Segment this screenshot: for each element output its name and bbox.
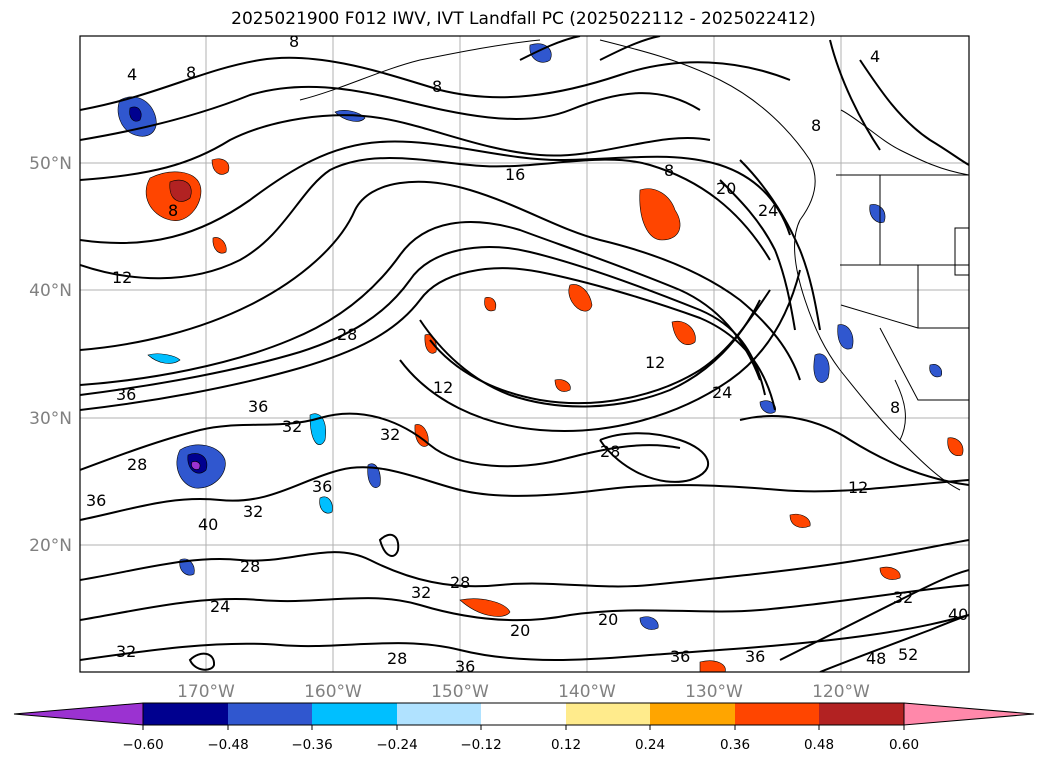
contour-label: 8 — [289, 32, 299, 51]
contour-label: 24 — [758, 201, 778, 220]
graticule — [80, 36, 969, 672]
anomaly-patches — [117, 43, 964, 672]
contour-label: 36 — [86, 491, 106, 510]
contour-label: 12 — [848, 478, 868, 497]
latitude-labels: 50°N 40°N 30°N 20°N — [29, 154, 72, 556]
contour-label: 32 — [116, 642, 136, 661]
contour-label: 8 — [664, 161, 674, 180]
contour-label: 16 — [505, 165, 525, 184]
contour-label: 32 — [893, 588, 913, 607]
contour-label: 28 — [240, 557, 260, 576]
colorbar-tick-labels: −0.60 −0.48 −0.36 −0.24 −0.12 0.12 0.24 … — [122, 737, 919, 753]
lat-label: 50°N — [29, 154, 72, 174]
lon-label: 150°W — [431, 682, 489, 702]
colorbar-segment — [143, 703, 229, 725]
contour-label: 12 — [433, 378, 453, 397]
contour-label: 12 — [645, 353, 665, 372]
contour-label: 36 — [455, 657, 475, 676]
contour-label: 8 — [432, 77, 442, 96]
colorbar-extend-low — [13, 702, 144, 726]
contour-label: 40 — [948, 605, 968, 624]
contour-label: 28 — [337, 325, 357, 344]
lon-label: 140°W — [558, 682, 616, 702]
contour-label: 28 — [387, 649, 407, 668]
colorbar-tick-label: 0.12 — [551, 737, 581, 753]
colorbar-frame — [142, 702, 905, 726]
contour-label: 4 — [870, 47, 880, 66]
colorbar-tick-label: 0.36 — [720, 737, 750, 753]
contour-label: 12 — [112, 268, 132, 287]
colorbar-segment — [228, 703, 314, 725]
longitude-labels: 170°W 160°W 150°W 140°W 130°W 120°W — [177, 682, 870, 702]
lat-label: 20°N — [29, 536, 72, 556]
map-frame — [79, 35, 970, 673]
colorbar-tick-label: −0.24 — [376, 737, 417, 753]
contour-label: 32 — [380, 425, 400, 444]
map-title: 2025021900 F012 IWV, IVT Landfall PC (20… — [231, 9, 816, 29]
contour-label: 8 — [186, 63, 196, 82]
colorbar-ticks — [142, 725, 905, 730]
colorbar-tick-label: 0.48 — [804, 737, 834, 753]
contour-label: 8 — [168, 201, 178, 220]
lat-label: 30°N — [29, 409, 72, 429]
lon-label: 120°W — [812, 682, 870, 702]
contour-label: 32 — [243, 502, 263, 521]
contour-label: 36 — [248, 397, 268, 416]
contour-label: 8 — [890, 398, 900, 417]
colorbar-tick-label: −0.60 — [122, 737, 163, 753]
colorbar-segment — [481, 703, 567, 725]
contour-label: 20 — [598, 610, 618, 629]
contour-label: 32 — [411, 583, 431, 602]
contour-label: 24 — [712, 383, 732, 402]
colorbar-tick-label: −0.48 — [207, 737, 248, 753]
contour-label: 40 — [198, 515, 218, 534]
lon-label: 160°W — [304, 682, 362, 702]
contour-label: 28 — [450, 573, 470, 592]
map-background — [80, 36, 969, 672]
iwv-contours — [80, 36, 969, 672]
colorbar-tick-label: 0.60 — [889, 737, 919, 753]
colorbar-tick-label: −0.36 — [291, 737, 332, 753]
colorbar-extend-high — [903, 702, 1035, 726]
colorbar: −0.60 −0.48 −0.36 −0.24 −0.12 0.12 0.24 … — [13, 702, 1035, 753]
contour-label: 8 — [811, 116, 821, 135]
lon-label: 170°W — [177, 682, 235, 702]
contour-label: 36 — [116, 385, 136, 404]
contour-labels: 4 8 8 8 8 8 8 8 4 12 12 12 12 16 20 20 2… — [86, 32, 968, 676]
contour-label: 20 — [510, 621, 530, 640]
contour-label: 20 — [716, 179, 736, 198]
contour-label: 36 — [670, 647, 690, 666]
colorbar-segment — [397, 703, 483, 725]
lon-label: 130°W — [685, 682, 743, 702]
colorbar-segment — [650, 703, 736, 725]
colorbar-tick-label: −0.12 — [460, 737, 501, 753]
contour-label: 4 — [127, 65, 137, 84]
colorbar-tick-label: 0.24 — [635, 737, 665, 753]
colorbar-segment — [819, 703, 905, 725]
colorbar-segment — [735, 703, 821, 725]
lat-label: 40°N — [29, 281, 72, 301]
colorbar-segment — [312, 703, 398, 725]
map-content — [80, 36, 969, 672]
contour-label: 48 — [866, 649, 886, 668]
contour-label: 36 — [312, 477, 332, 496]
contour-label: 52 — [898, 645, 918, 664]
contour-label: 32 — [282, 417, 302, 436]
coastlines — [299, 39, 969, 491]
contour-label: 28 — [127, 455, 147, 474]
contour-label: 24 — [210, 597, 230, 616]
contour-label: 36 — [745, 647, 765, 666]
colorbar-segment — [566, 703, 652, 725]
contour-label: 28 — [600, 442, 620, 461]
